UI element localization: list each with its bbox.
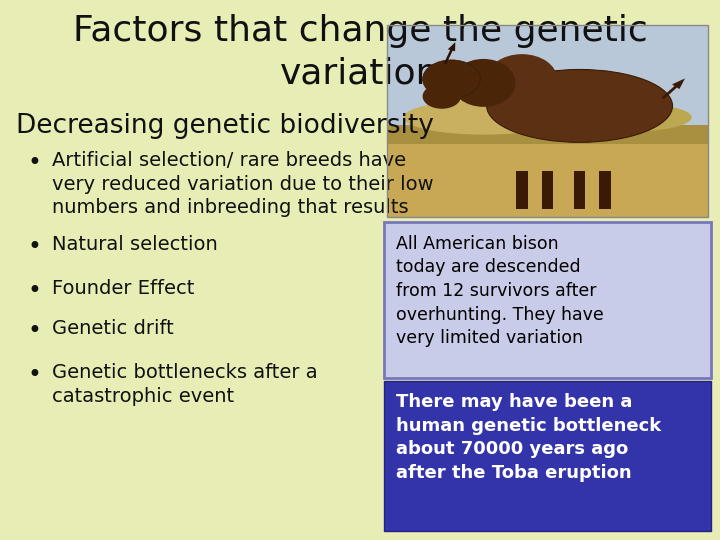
FancyBboxPatch shape xyxy=(387,125,708,144)
Text: •: • xyxy=(27,363,42,387)
FancyArrow shape xyxy=(444,42,455,64)
FancyBboxPatch shape xyxy=(387,25,708,131)
Ellipse shape xyxy=(403,100,564,134)
Ellipse shape xyxy=(423,60,480,98)
Bar xyxy=(516,171,528,210)
Ellipse shape xyxy=(423,84,461,109)
Bar xyxy=(600,171,611,210)
Text: Natural selection: Natural selection xyxy=(52,235,217,254)
FancyArrow shape xyxy=(662,78,685,99)
Ellipse shape xyxy=(487,54,557,104)
Text: •: • xyxy=(27,151,42,175)
FancyBboxPatch shape xyxy=(384,222,711,378)
Text: All American bison
today are descended
from 12 survivors after
overhunting. They: All American bison today are descended f… xyxy=(396,235,604,347)
Ellipse shape xyxy=(451,59,516,107)
Text: Artificial selection/ rare breeds have
very reduced variation due to their low
n: Artificial selection/ rare breeds have v… xyxy=(52,151,433,217)
Text: •: • xyxy=(27,319,42,342)
Text: •: • xyxy=(27,235,42,259)
FancyBboxPatch shape xyxy=(384,381,711,531)
Text: Genetic bottlenecks after a
catastrophic event: Genetic bottlenecks after a catastrophic… xyxy=(52,363,318,406)
FancyBboxPatch shape xyxy=(387,131,708,217)
Bar xyxy=(574,171,585,210)
Ellipse shape xyxy=(564,103,692,132)
Ellipse shape xyxy=(487,70,672,143)
Text: •: • xyxy=(27,279,42,303)
Text: Decreasing genetic biodiversity: Decreasing genetic biodiversity xyxy=(16,113,433,139)
Text: Genetic drift: Genetic drift xyxy=(52,319,174,338)
Text: variation: variation xyxy=(280,57,440,91)
Text: Founder Effect: Founder Effect xyxy=(52,279,194,298)
Text: There may have been a
human genetic bottleneck
about 70000 years ago
after the T: There may have been a human genetic bott… xyxy=(396,393,661,482)
Bar xyxy=(541,171,554,210)
Text: Factors that change the genetic: Factors that change the genetic xyxy=(73,14,647,48)
